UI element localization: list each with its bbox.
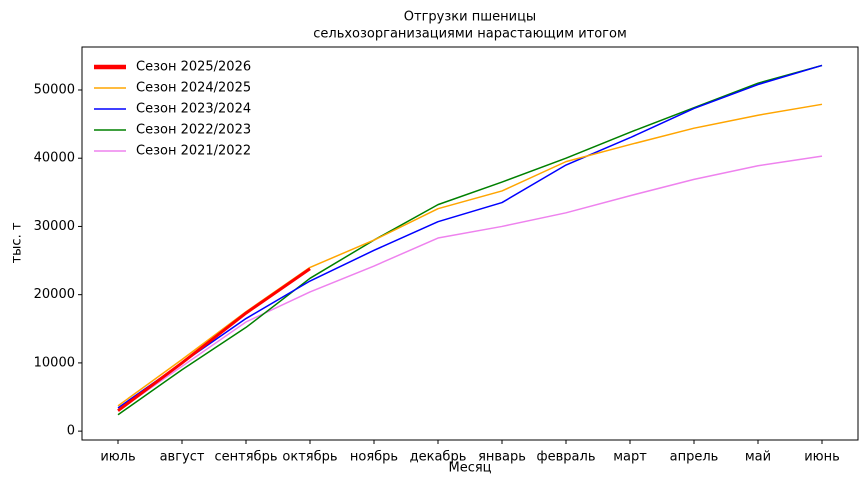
series-line bbox=[117, 64, 823, 409]
legend-label: Сезон 2025/2026 bbox=[136, 60, 251, 75]
x-tick-label: август bbox=[160, 450, 205, 465]
y-tick-label: 30000 bbox=[34, 219, 75, 234]
x-tick-label: декабрь bbox=[410, 450, 467, 465]
chart-subtitle: сельхозорганизациями нарастающим итогом bbox=[313, 27, 627, 42]
x-tick-label: февраль bbox=[537, 450, 596, 465]
legend-label: Сезон 2022/2023 bbox=[136, 123, 251, 138]
x-tick-label: март bbox=[613, 450, 647, 465]
x-tick-label: ноябрь bbox=[350, 450, 398, 465]
x-axis-label: Месяц bbox=[448, 461, 491, 476]
series-line bbox=[117, 155, 823, 412]
legend-label: Сезон 2024/2025 bbox=[136, 81, 251, 96]
series-line bbox=[117, 267, 311, 412]
y-tick-label: 0 bbox=[67, 424, 75, 439]
x-tick-label: октябрь bbox=[282, 450, 337, 465]
y-tick-label: 10000 bbox=[34, 355, 75, 370]
y-tick-label: 40000 bbox=[34, 151, 75, 166]
x-tick-label: январь bbox=[478, 450, 526, 465]
y-axis-label: тыс. т bbox=[10, 222, 25, 263]
x-tick-label: июнь bbox=[804, 450, 840, 465]
y-tick-label: 20000 bbox=[34, 287, 75, 302]
y-tick-label: 50000 bbox=[34, 82, 75, 97]
x-tick-label: апрель bbox=[670, 450, 719, 465]
x-tick-label: май bbox=[745, 450, 771, 465]
chart-title: Отгрузки пшеницы bbox=[404, 10, 536, 25]
plot-frame bbox=[81, 46, 859, 441]
x-tick-label: июль bbox=[100, 450, 135, 465]
series-line bbox=[117, 64, 823, 416]
x-tick-label: сентябрь bbox=[215, 450, 278, 465]
legend-label: Сезон 2023/2024 bbox=[136, 102, 251, 117]
legend-label: Сезон 2021/2022 bbox=[136, 144, 251, 159]
